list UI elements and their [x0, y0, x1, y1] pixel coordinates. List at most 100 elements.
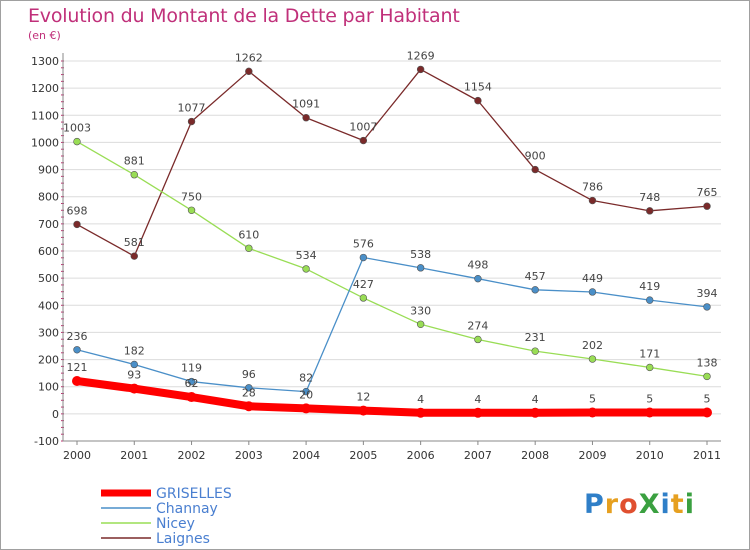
data-point	[702, 407, 712, 418]
data-label: 786	[582, 181, 603, 194]
data-point	[588, 196, 597, 205]
data-label: 1262	[235, 51, 263, 64]
y-tick-label: 400	[38, 299, 59, 312]
logo-letter: i	[660, 489, 671, 520]
data-label: 881	[124, 155, 145, 168]
x-tick-label: 2008	[521, 449, 549, 462]
data-label: 457	[525, 270, 546, 283]
data-point	[301, 403, 312, 414]
data-label: 1003	[63, 122, 91, 135]
data-label: 5	[646, 393, 653, 406]
data-label: 5	[704, 393, 711, 406]
data-point	[73, 220, 81, 229]
data-point	[703, 372, 711, 381]
series-lines	[72, 65, 712, 418]
x-tick-label: 2001	[120, 449, 148, 462]
data-point	[587, 407, 598, 418]
data-label: 93	[127, 369, 141, 382]
data-point	[245, 384, 253, 392]
data-point	[646, 296, 654, 304]
data-label: 119	[181, 362, 202, 375]
x-tick-label: 2005	[349, 449, 377, 462]
y-tick-label: 1300	[31, 55, 59, 68]
data-point	[73, 346, 81, 354]
data-label: 202	[582, 339, 603, 352]
data-point	[531, 347, 539, 355]
data-label: 698	[67, 204, 88, 217]
data-point	[130, 360, 138, 369]
data-label: 236	[67, 330, 88, 343]
data-label: 12	[356, 391, 370, 404]
y-tick-label: 500	[38, 272, 59, 285]
data-label: 449	[582, 272, 603, 285]
data-point	[588, 355, 597, 363]
x-tick-label: 2002	[178, 449, 206, 462]
data-label: 534	[296, 249, 317, 262]
data-point	[415, 407, 426, 418]
data-point	[130, 171, 138, 179]
data-point	[129, 383, 140, 394]
data-label: 1091	[292, 98, 320, 111]
data-label: 121	[67, 361, 88, 374]
data-point	[187, 377, 196, 386]
data-point	[646, 363, 654, 372]
x-tick-label: 2006	[407, 449, 435, 462]
data-label: 4	[417, 393, 424, 406]
data-label: 748	[639, 191, 660, 204]
data-point	[72, 376, 82, 387]
data-point	[245, 244, 253, 252]
chart-subtitle: (en €)	[28, 29, 61, 42]
data-label: 28	[242, 386, 256, 399]
x-tick-label: 2000	[63, 449, 91, 462]
data-label: 1007	[349, 121, 377, 134]
data-point	[531, 165, 539, 174]
data-label: 330	[410, 304, 431, 317]
series-line-channay	[76, 256, 708, 393]
legend-label-griselles: GRISELLES	[156, 486, 232, 502]
data-label: 576	[353, 238, 374, 251]
data-point	[302, 114, 310, 122]
data-point	[302, 265, 310, 273]
data-point	[359, 136, 368, 145]
x-tick-label: 2003	[235, 449, 263, 462]
data-point	[359, 294, 368, 302]
x-tick-label: 2010	[636, 449, 664, 462]
data-point	[243, 401, 254, 412]
data-point	[474, 274, 482, 283]
legend-label-nicey: Nicey	[156, 516, 195, 532]
legend-label-channay: Channay	[156, 501, 218, 517]
data-point	[530, 407, 541, 418]
data-label: 394	[697, 287, 718, 300]
data-point	[187, 206, 196, 214]
data-point	[416, 264, 425, 272]
x-tick-label: 2009	[578, 449, 606, 462]
data-label: 182	[124, 344, 145, 357]
logo-letter: r	[604, 489, 620, 520]
data-label: 427	[353, 278, 374, 291]
data-label: 82	[299, 372, 313, 385]
data-label: 274	[467, 319, 488, 332]
data-label: 1269	[407, 49, 435, 62]
logo-letter: o	[619, 489, 639, 520]
data-point	[359, 253, 368, 262]
data-point	[130, 252, 138, 260]
data-label: 138	[697, 356, 718, 369]
series-line-laignes	[76, 68, 708, 257]
data-label: 62	[185, 377, 199, 390]
data-point	[531, 286, 539, 294]
data-point	[703, 202, 711, 210]
data-point	[644, 407, 655, 418]
data-label: 765	[697, 186, 718, 199]
y-tick-label: 600	[38, 245, 59, 258]
data-label: 96	[242, 368, 256, 381]
data-point	[416, 65, 425, 74]
data-label: 4	[474, 393, 481, 406]
data-label: 610	[238, 228, 259, 241]
data-label: 1154	[464, 81, 492, 94]
x-tick-label: 2004	[292, 449, 320, 462]
data-label: 900	[525, 150, 546, 163]
y-tick-label: 1200	[31, 82, 59, 95]
data-label: 1077	[178, 102, 206, 115]
data-point	[703, 303, 711, 311]
